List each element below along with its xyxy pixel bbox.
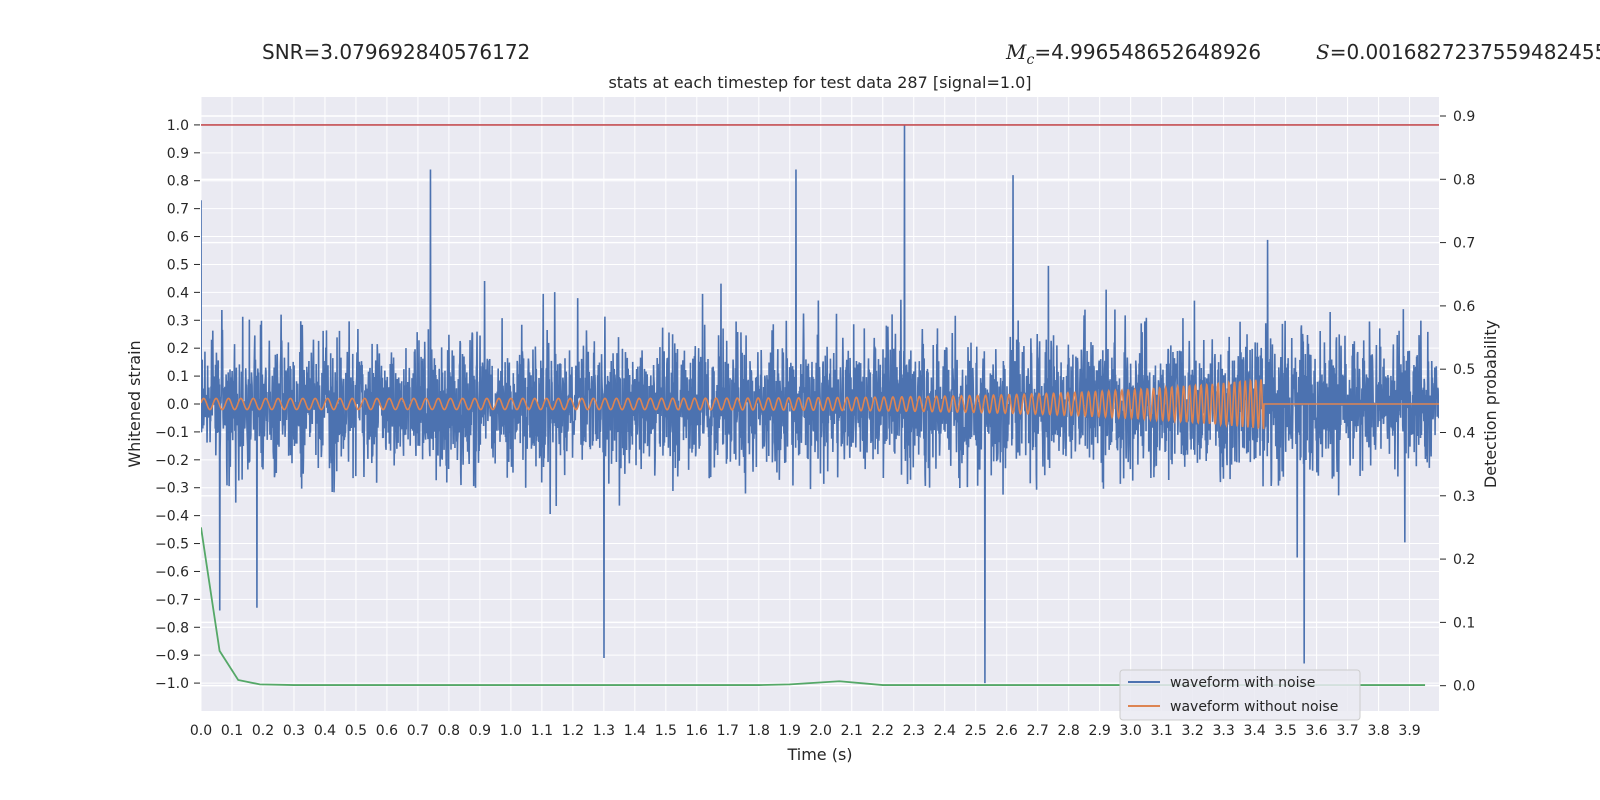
x-tick-label: 2.4 — [934, 723, 956, 739]
x-tick-label: 3.6 — [1305, 723, 1327, 739]
y-axis-label-left: Whitened strain — [125, 340, 144, 467]
legend: waveform with noise waveform without noi… — [1119, 669, 1361, 721]
x-tick-label: 3.2 — [1182, 723, 1204, 739]
x-tick-label: 1.9 — [779, 723, 801, 739]
y2-tick-label: 0.2 — [1453, 552, 1475, 568]
x-tick-label: 1.2 — [562, 723, 584, 739]
x-grid — [200, 97, 1411, 711]
x-tick-label: 1.4 — [624, 723, 646, 739]
x-tick-label: 1.0 — [500, 723, 522, 739]
x-tick-label: 3.3 — [1212, 723, 1234, 739]
x-tick-label: 3.8 — [1367, 723, 1389, 739]
y-tick-label: 0.1 — [167, 369, 189, 385]
x-axis-label: Time (s) — [786, 745, 852, 764]
x-tick-label: 2.5 — [965, 723, 987, 739]
y-tick-label: 0.2 — [167, 341, 189, 357]
y-tick-label: 0.7 — [167, 202, 189, 218]
x-tick-label: 3.0 — [1120, 723, 1142, 739]
chirp-mass-annotation: Mc=4.996548652648926 — [1006, 40, 1261, 68]
x-tick-label: 1.1 — [531, 723, 553, 739]
y-tick-label: −0.7 — [155, 592, 189, 608]
y2-tick-label: 0.4 — [1453, 425, 1475, 441]
y-tick-label: −0.2 — [155, 453, 189, 469]
x-tick-label: 2.1 — [841, 723, 863, 739]
y2-tick-label: 0.1 — [1453, 615, 1475, 631]
x-tick-label: 2.6 — [996, 723, 1018, 739]
y-tick-label: 0.4 — [167, 285, 189, 301]
y-tick-label: 0.8 — [167, 174, 189, 190]
y-tick-label: 1.0 — [167, 118, 189, 134]
x-tick-label: 0.7 — [407, 723, 429, 739]
x-tick-label: 1.3 — [593, 723, 615, 739]
y-tick-label: 0.6 — [167, 230, 189, 246]
y-tick-label: 0.0 — [167, 397, 189, 413]
x-tick-label: 1.5 — [655, 723, 677, 739]
snr-text: SNR=3.079692840576172 — [262, 40, 531, 64]
x-tick-label: 0.2 — [252, 723, 274, 739]
y-axis-label-right: Detection probability — [1481, 320, 1500, 488]
y-tick-labels-left: −1.0 −0.9 −0.8 −0.7 −0.6 −0.5 −0.4 −0.3 −0.2 −0.1… — [155, 118, 200, 692]
x-tick-label: 2.0 — [810, 723, 832, 739]
x-tick-label: 0.5 — [345, 723, 367, 739]
x-tick-label: 3.7 — [1336, 723, 1358, 739]
y2-tick-label: 0.9 — [1453, 109, 1475, 125]
x-tick-label: 0.8 — [438, 723, 460, 739]
x-tick-label: 0.4 — [314, 723, 336, 739]
x-tick-label: 3.1 — [1151, 723, 1173, 739]
y-tick-label: −0.6 — [155, 564, 189, 580]
x-tick-label: 2.3 — [903, 723, 925, 739]
y-tick-label: 0.3 — [167, 313, 189, 329]
x-tick-label: 1.8 — [748, 723, 770, 739]
x-tick-label: 2.8 — [1058, 723, 1080, 739]
s-symbol: S — [1316, 40, 1330, 64]
y-tick-labels-right: 0.0 0.1 0.2 0.3 0.4 0.5 0.6 0.7 0.8 0.9 — [1440, 109, 1475, 695]
legend-box — [1119, 669, 1361, 721]
x-tick-label: 1.7 — [717, 723, 739, 739]
x-tick-label: 0.6 — [376, 723, 398, 739]
x-tick-label: 0.3 — [283, 723, 305, 739]
s-annotation: S=0.0016827237559482455 — [1316, 40, 1600, 64]
y2-tick-label: 0.0 — [1453, 679, 1475, 695]
chirp-mass-value: =4.996548652648926 — [1034, 40, 1262, 64]
chirp-mass-symbol: M — [1006, 40, 1027, 64]
y-tick-label: −0.9 — [155, 648, 189, 664]
y2-tick-label: 0.3 — [1453, 489, 1475, 505]
x-tick-label: 3.9 — [1398, 723, 1420, 739]
y-tick-label: −1.0 — [155, 676, 189, 692]
legend-label-noise: waveform with noise — [1170, 675, 1315, 691]
y-tick-label: −0.1 — [155, 425, 189, 441]
x-tick-label: 0.0 — [190, 723, 212, 739]
y2-tick-label: 0.7 — [1453, 236, 1475, 252]
chirp-mass-subscript: c — [1026, 52, 1035, 68]
y2-tick-label: 0.5 — [1453, 362, 1475, 378]
y-tick-label: −0.5 — [155, 537, 189, 553]
x-tick-label: 2.9 — [1089, 723, 1111, 739]
y-tick-label: −0.3 — [155, 481, 189, 497]
x-tick-labels: 0.0 0.1 0.2 0.3 0.4 0.5 0.6 0.7 0.8 0.9 1.0 1.1 1.2 1… — [190, 723, 1421, 739]
x-tick-label: 0.9 — [469, 723, 491, 739]
legend-label-clean: waveform without noise — [1170, 699, 1338, 715]
y-tick-label: −0.4 — [155, 509, 189, 525]
chart-title: stats at each timestep for test data 287… — [608, 73, 1031, 92]
detection-probability-line — [201, 527, 1426, 686]
x-tick-label: 1.6 — [686, 723, 708, 739]
clean-waveform-line — [201, 378, 1439, 430]
x-tick-label: 3.5 — [1274, 723, 1296, 739]
y-tick-label: −0.8 — [155, 620, 189, 636]
x-tick-label: 3.4 — [1243, 723, 1265, 739]
x-tick-label: 2.2 — [872, 723, 894, 739]
x-tick-label: 2.7 — [1027, 723, 1049, 739]
y-tick-label: 0.5 — [167, 257, 189, 273]
y2-tick-label: 0.8 — [1453, 172, 1475, 188]
snr-annotation: SNR=3.079692840576172 — [262, 40, 530, 64]
x-tick-label: 0.1 — [221, 723, 243, 739]
y-tick-label: 0.9 — [167, 146, 189, 162]
y2-tick-label: 0.6 — [1453, 299, 1475, 315]
s-value: =0.0016827237559482455 — [1329, 40, 1600, 64]
